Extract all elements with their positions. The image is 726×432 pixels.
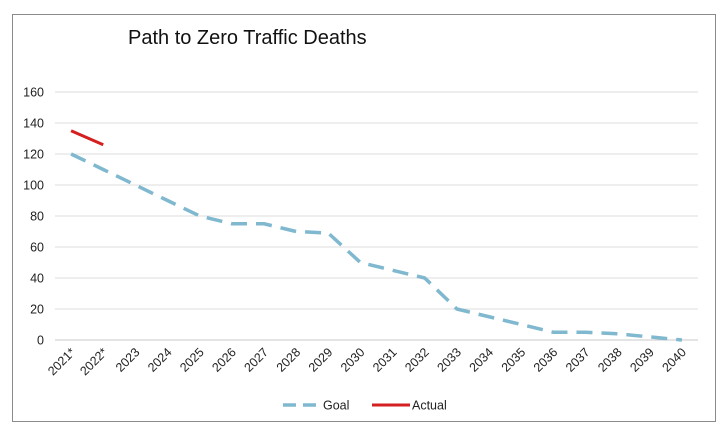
x-tick-label: 2030: [338, 345, 368, 375]
x-tick-label: 2040: [659, 345, 689, 375]
x-tick-label: 2031: [370, 345, 400, 375]
series-line-actual: [70, 129, 104, 147]
y-tick-label: 40: [30, 272, 44, 286]
x-tick-label: 2039: [627, 345, 657, 375]
x-tick-label: 2032: [402, 345, 432, 375]
x-tick-label: 2034: [467, 345, 497, 375]
x-tick-label: 2036: [531, 345, 561, 375]
series-line-goal: [70, 152, 683, 342]
x-tick-label: 2023: [113, 345, 143, 375]
x-tick-label: 2024: [145, 345, 175, 375]
x-tick-label: 2038: [595, 345, 625, 375]
y-tick-label: 140: [23, 117, 44, 131]
y-tick-label: 120: [23, 148, 44, 162]
x-tick-label: 2025: [177, 345, 207, 375]
x-tick-label: 2037: [563, 345, 593, 375]
y-tick-label: 160: [23, 86, 44, 100]
x-tick-label: 2035: [499, 345, 529, 375]
y-tick-label: 100: [23, 179, 44, 193]
x-tick-label: 2021*: [45, 345, 78, 378]
x-tick-label: 2026: [209, 345, 239, 375]
legend-label-actual: Actual: [412, 399, 447, 413]
chart-title: Path to Zero Traffic Deaths: [128, 27, 367, 49]
legend-label-goal: Goal: [323, 399, 349, 413]
x-tick-label: 2033: [434, 345, 464, 375]
y-tick-label: 0: [37, 334, 44, 348]
chart-frame: [12, 14, 716, 422]
y-tick-label: 60: [30, 241, 44, 255]
x-tick-label: 2028: [274, 345, 304, 375]
y-tick-label: 20: [30, 303, 44, 317]
x-tick-label: 2027: [242, 345, 272, 375]
x-tick-label: 2022*: [77, 345, 110, 378]
x-tick-label: 2029: [306, 345, 336, 375]
y-tick-label: 80: [30, 210, 44, 224]
